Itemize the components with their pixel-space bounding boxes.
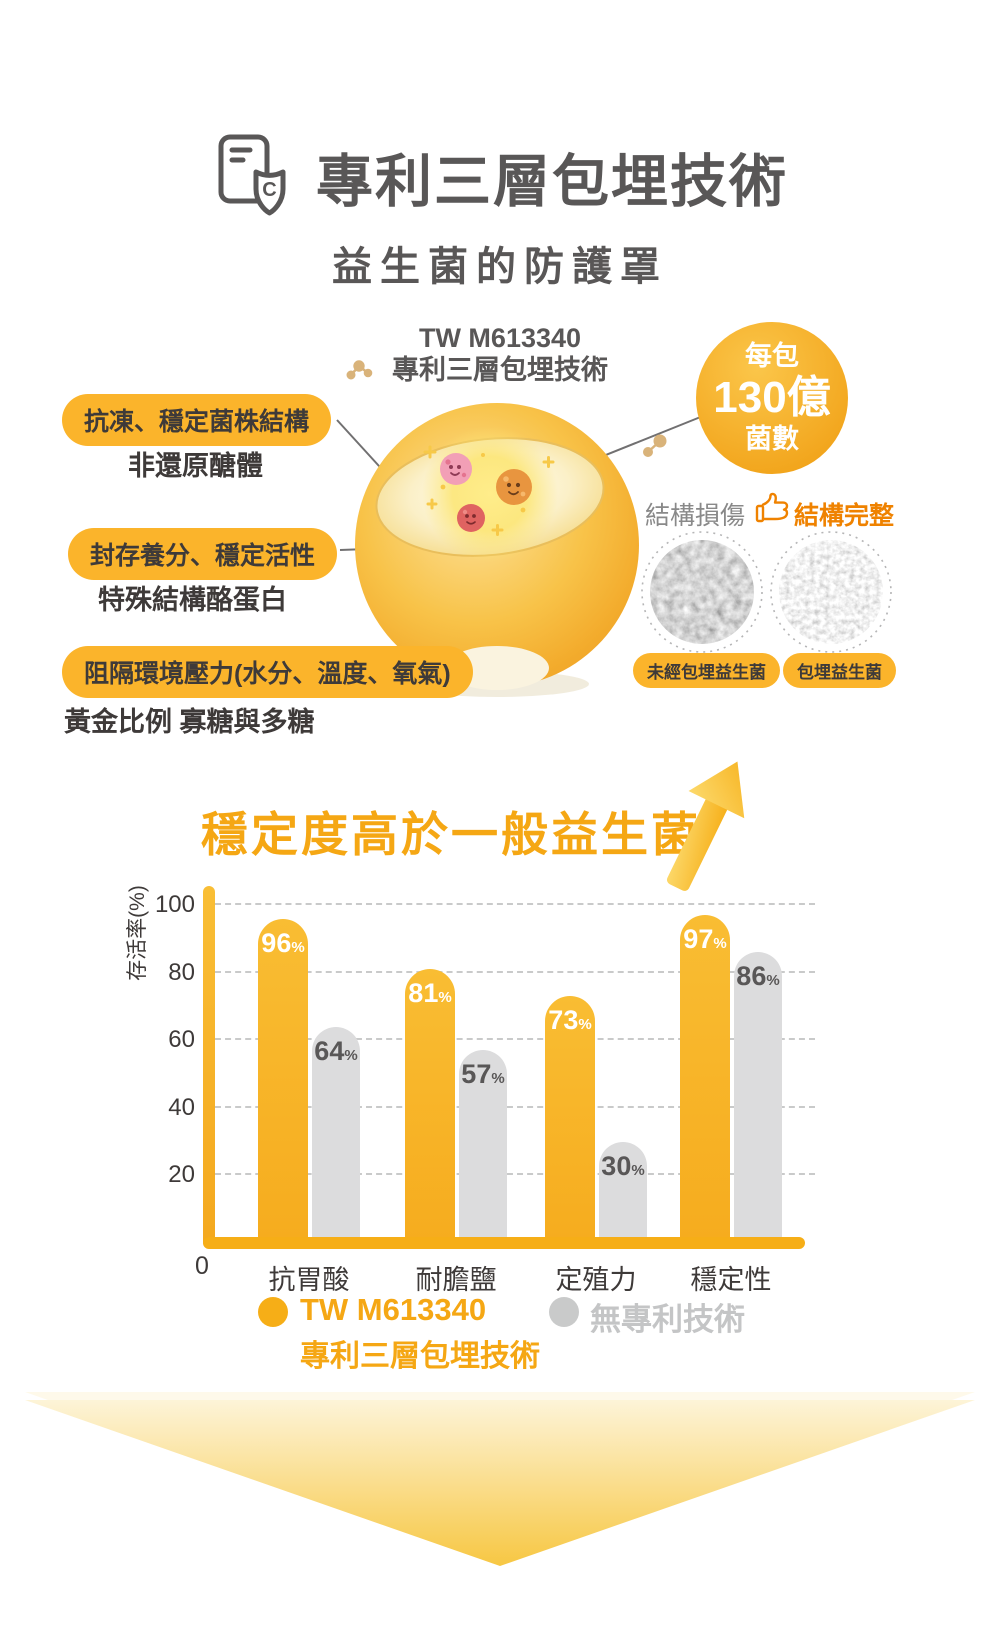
y-tick-label: 80	[168, 958, 195, 986]
feature-pill-nutrient: 封存養分、穩定活性	[68, 528, 338, 580]
bar-chart-plot: 20 40 60 80 100 64% 96% 抗胃酸 57% 81% 耐膽鹽 30% 73% 定殖力 86…	[155, 891, 815, 1295]
patent-tech-label: 專利三層包埋技術	[392, 355, 608, 386]
patent-number: TW M613340	[418, 323, 582, 353]
badge-line1: 每包	[745, 341, 799, 372]
comparison-intact-label: 結構完整	[794, 502, 895, 530]
bar-generic: 86%	[734, 952, 782, 1243]
patent-caption: TW M613340 專利三層包埋技術	[320, 322, 680, 387]
feature-sub-barrier: 黃金比例 寡糖與多糖	[64, 707, 315, 737]
bar-value-label: 73%	[548, 1005, 592, 1036]
category-label: 耐膽鹽	[415, 1265, 497, 1295]
gridline	[215, 903, 815, 905]
y-tick-label: 40	[168, 1093, 195, 1121]
comparison-damaged-label: 結構損傷	[645, 502, 746, 530]
legend-patented-dot	[258, 1297, 288, 1327]
sparkle-icons	[423, 445, 555, 536]
legend-patented-line2: 專利三層包埋技術	[300, 1340, 540, 1373]
badge-line3: 菌數	[745, 424, 799, 455]
legend-generic-label: 無專利技術	[590, 1302, 745, 1337]
connector-dot	[531, 478, 541, 488]
bar-patented: 73%	[545, 996, 595, 1243]
feature-pill-freeze: 抗凍、穩定菌株結構	[62, 394, 332, 446]
probiotic-character-pink	[440, 453, 472, 485]
badge-count: 130億	[713, 372, 831, 422]
legend-generic-dot	[549, 1297, 579, 1327]
bar-patented: 96%	[258, 918, 308, 1243]
y-axis	[203, 886, 215, 1248]
bar-value-label: 86%	[736, 961, 780, 992]
bar-patented: 81%	[405, 969, 455, 1243]
y-tick-label: 100	[154, 891, 195, 918]
x-axis	[203, 1237, 805, 1249]
bar-generic: 30%	[599, 1141, 647, 1243]
shield-letter: C	[262, 179, 276, 201]
y-axis-label: 存活率(%)	[126, 885, 149, 981]
category-label: 穩定性	[690, 1265, 772, 1295]
intact-sample-image	[770, 531, 892, 653]
feature-sub-nutrient: 特殊結構酪蛋白	[98, 585, 287, 615]
damaged-caption-badge: 未經包埋益生菌	[633, 653, 780, 688]
origin-label: 0	[195, 1252, 209, 1280]
header: C 專利三層包埋技術	[0, 130, 1000, 224]
bar-patented: 97%	[680, 915, 730, 1243]
page-title: 專利三層包埋技術	[316, 150, 788, 214]
bar-value-label: 96%	[261, 927, 305, 958]
damaged-sample-image	[641, 531, 763, 653]
page-subtitle: 益生菌的防護罩	[332, 245, 668, 289]
thumbs-up-icon	[755, 492, 789, 523]
bar-value-label: 81%	[408, 978, 452, 1009]
bacteria-count-badge: 每包 130億 菌數	[696, 322, 848, 474]
legend-patented-line1: TW M613340	[300, 1292, 487, 1327]
upward-arrow-icon	[666, 761, 745, 891]
bar-value-label: 64%	[314, 1035, 358, 1066]
patent-document-shield-icon: C	[218, 134, 286, 216]
bar-generic: 57%	[459, 1050, 507, 1243]
gridline	[215, 970, 815, 973]
y-tick-label: 20	[168, 1161, 195, 1189]
gridline	[215, 1105, 815, 1108]
bottom-arrow	[25, 1392, 975, 1566]
bar-value-label: 57%	[461, 1059, 505, 1090]
bar-value-label: 30%	[601, 1150, 645, 1181]
bar-generic: 64%	[312, 1026, 360, 1243]
probiotic-character-red	[457, 504, 485, 532]
feature-pill-barrier: 阻隔環境壓力(水分、溫度、氧氣)	[62, 646, 473, 698]
molecule-icon	[643, 434, 667, 457]
intact-caption-badge: 包埋益生菌	[783, 653, 896, 688]
y-tick-label: 60	[168, 1026, 195, 1054]
category-label: 抗胃酸	[268, 1265, 350, 1295]
feature-sub-freeze: 非還原醣體	[128, 451, 263, 481]
chart-title: 穩定度高於一般益生菌	[201, 808, 701, 861]
gridline	[215, 1173, 815, 1176]
probiotic-character-orange	[496, 469, 532, 505]
bar-value-label: 97%	[683, 924, 727, 955]
gridline	[215, 1038, 815, 1041]
category-label: 定殖力	[555, 1265, 637, 1295]
